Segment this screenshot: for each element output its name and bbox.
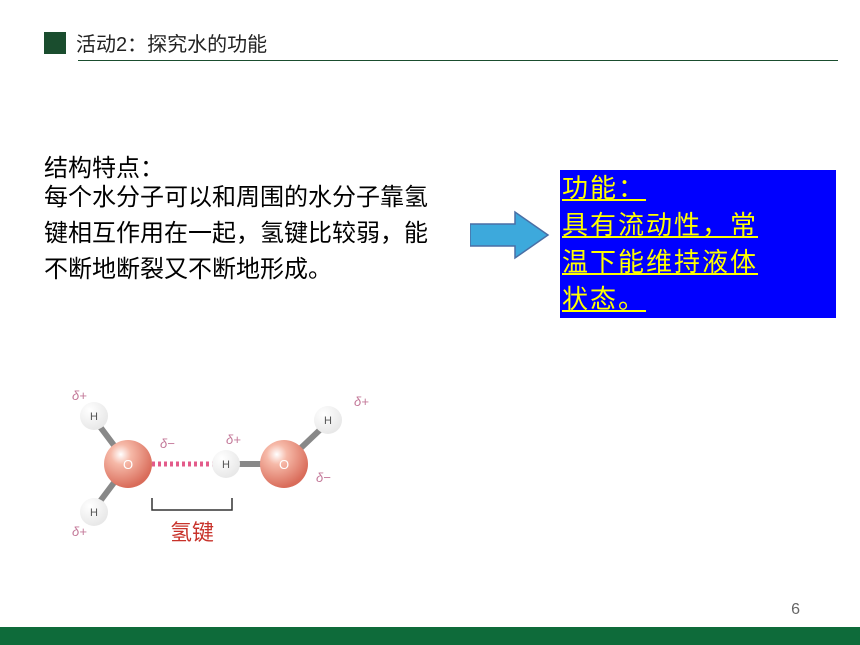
molecule-diagram: O H H H O H δ+ δ+ δ− δ+ δ− δ+ 氢键 [56,354,376,574]
header-underline [78,60,838,61]
hydrogen-label: H [90,411,98,423]
delta-plus-label: δ+ [72,524,87,539]
oxygen-label: O [123,457,133,472]
hydrogen-label: H [324,415,332,427]
structure-title: 结构特点： [44,148,164,183]
delta-plus-label: δ+ [72,388,87,403]
function-line-4: 状态。 [560,281,836,318]
hydrogen-label: H [90,507,98,519]
bracket-icon [152,498,232,510]
function-line-2: 具有流动性，常 [560,207,836,244]
structure-body-text: 每个水分子可以和周围的水分子靠氢键相互作用在一起，氢键比较弱，能不断地断裂又不断… [44,180,444,288]
oxygen-label: O [279,457,289,472]
function-line-1: 功能： [560,170,836,207]
delta-minus-label: δ− [160,436,175,451]
arrow-shape [470,212,548,258]
footer-bar [0,627,860,645]
arrow-icon [470,210,550,260]
delta-plus-label: δ+ [226,432,241,447]
slide-header: 活动2：探究水的功能 [44,28,267,57]
header-title: 活动2：探究水的功能 [76,28,267,57]
delta-minus-label: δ− [316,470,331,485]
page-number: 6 [791,601,800,619]
function-line-3: 温下能维持液体 [560,244,836,281]
hydrogen-bond-label: 氢键 [170,520,214,545]
function-box: 功能： 具有流动性，常 温下能维持液体 状态。 [560,170,836,318]
header-bullet-icon [44,32,66,54]
hydrogen-label: H [222,459,230,471]
delta-plus-label: δ+ [354,394,369,409]
